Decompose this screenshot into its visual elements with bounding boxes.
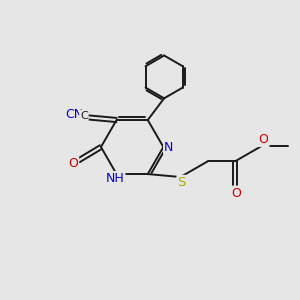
Text: O: O (68, 158, 78, 170)
Text: O: O (231, 187, 241, 200)
Text: N: N (164, 140, 173, 154)
Text: CN: CN (65, 108, 83, 121)
Text: C: C (80, 110, 88, 121)
Text: S: S (178, 176, 186, 189)
Text: O: O (259, 133, 269, 146)
Text: NH: NH (106, 172, 124, 185)
